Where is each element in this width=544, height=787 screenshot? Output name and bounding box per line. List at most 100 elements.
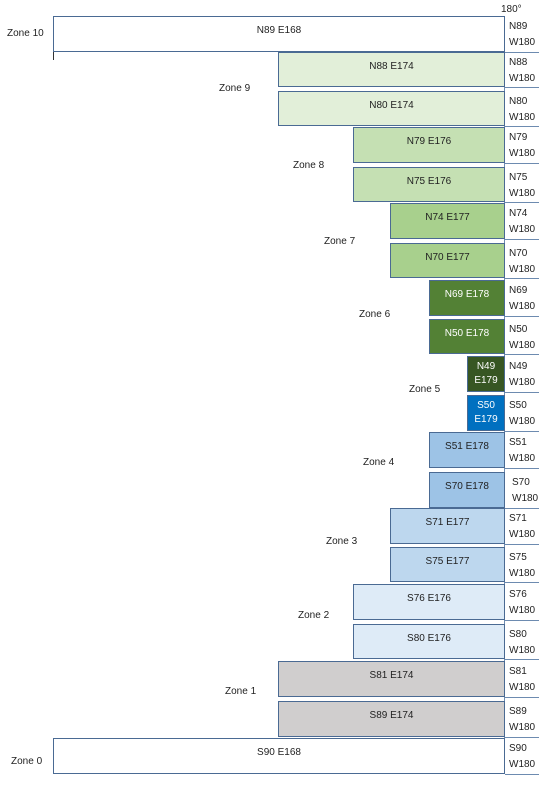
right-coord-lat: N75 bbox=[509, 172, 528, 183]
right-coord-lon: W180 bbox=[509, 529, 536, 540]
zone-box: N89 E168 bbox=[53, 16, 505, 52]
zone-box: S89 E174 bbox=[278, 701, 505, 737]
right-coord-label: S75 W180 bbox=[509, 550, 535, 582]
right-coord-label: N69 W180 bbox=[509, 283, 535, 315]
zone-box: N49 E179 bbox=[467, 356, 505, 392]
right-coord-lat: S50 bbox=[509, 400, 527, 411]
box-label-line1: S50 bbox=[477, 400, 495, 411]
box-label-line1: S75 E177 bbox=[425, 555, 470, 567]
right-coord-lat: N50 bbox=[509, 324, 528, 335]
zone-box: S81 E174 bbox=[278, 661, 505, 697]
zone-label-1: Zone 1 bbox=[225, 686, 257, 697]
right-coord-lon: W180 bbox=[509, 605, 536, 616]
box-label-line1: N89 E168 bbox=[256, 25, 302, 36]
box-label-line2: E179 bbox=[474, 414, 498, 425]
box-label-line1: N74 E177 bbox=[425, 212, 470, 223]
zone-box: S75 E177 bbox=[390, 547, 505, 582]
right-coord-label: N74 W180 bbox=[509, 206, 535, 238]
box-label-line1: N70 E177 bbox=[425, 251, 470, 263]
right-coord-label: N80 W180 bbox=[509, 94, 535, 126]
box-label-line1: S76 E176 bbox=[407, 593, 451, 604]
zone-box: S71 E177 bbox=[390, 508, 505, 544]
right-coord-label: S81 W180 bbox=[509, 664, 535, 696]
degree-label: 180° bbox=[501, 4, 522, 15]
right-coord-lat: S81 bbox=[509, 666, 527, 677]
right-coord-lon: W180 bbox=[509, 224, 536, 235]
right-coord-lon: W180 bbox=[509, 759, 536, 770]
zone-label-7: Zone 7 bbox=[324, 236, 356, 247]
right-coord-lat: S51 bbox=[509, 437, 527, 448]
right-separator bbox=[505, 87, 539, 88]
right-separator bbox=[505, 126, 539, 127]
zone-box: S50 E179 bbox=[467, 395, 505, 431]
right-coord-lat: N74 bbox=[509, 208, 528, 219]
right-coord-lon: W180 bbox=[509, 301, 536, 312]
box-label-line1: S90 E168 bbox=[257, 747, 301, 758]
right-coord-lon: W180 bbox=[509, 568, 536, 579]
right-coord-label: N75 W180 bbox=[509, 170, 535, 202]
zone-box: N79 E176 bbox=[353, 127, 505, 163]
right-separator bbox=[505, 468, 539, 469]
right-coord-lat: N80 bbox=[509, 96, 528, 107]
zone-label-8: Zone 8 bbox=[293, 160, 325, 171]
box-label-line1: N49 bbox=[476, 361, 496, 372]
right-coord-lon: W180 bbox=[509, 682, 536, 693]
right-separator bbox=[505, 278, 539, 279]
right-separator bbox=[505, 163, 539, 164]
zone-box: N80 E174 bbox=[278, 91, 505, 126]
zone-box: N70 E177 bbox=[390, 243, 505, 278]
right-coord-lat: S89 bbox=[509, 706, 527, 717]
right-separator bbox=[505, 544, 539, 545]
right-coord-lon: W180 bbox=[509, 645, 536, 656]
zone-label-9: Zone 9 bbox=[219, 83, 251, 94]
right-coord-label: N79 W180 bbox=[509, 130, 535, 162]
right-coord-lon: W180 bbox=[509, 73, 536, 84]
zone-label-0: Zone 0 bbox=[11, 756, 43, 767]
right-coord-lat: S71 bbox=[509, 513, 527, 524]
right-coord-lat: N79 bbox=[509, 132, 528, 143]
right-coord-label: S51 W180 bbox=[509, 435, 535, 467]
zone-box: N74 E177 bbox=[390, 203, 505, 239]
right-coord-lon: W180 bbox=[512, 493, 539, 504]
right-coord-label: N89 W180 bbox=[509, 19, 535, 51]
right-coord-lat: N89 bbox=[509, 21, 528, 32]
right-coord-lat: S75 bbox=[509, 552, 527, 563]
right-coord-lon: W180 bbox=[509, 722, 536, 733]
zone-label-5: Zone 5 bbox=[409, 384, 441, 395]
right-coord-lon: W180 bbox=[509, 264, 536, 275]
zone-label-10: Zone 10 bbox=[7, 28, 44, 39]
zone-box: N75 E176 bbox=[353, 167, 505, 202]
zone-box: N50 E178 bbox=[429, 319, 505, 354]
right-coord-label: N88 W180 bbox=[509, 55, 535, 87]
box-label-line1: N69 E178 bbox=[444, 289, 490, 300]
zone-box: S76 E176 bbox=[353, 584, 505, 620]
box-label-line1: S71 E177 bbox=[425, 517, 470, 528]
right-coord-label: S89 W180 bbox=[509, 704, 535, 736]
right-separator bbox=[505, 52, 539, 53]
box-label-line1: N88 E174 bbox=[369, 60, 414, 72]
zone-box: S70 E178 bbox=[429, 472, 505, 508]
right-separator bbox=[505, 697, 539, 698]
box-label-line1: N79 E176 bbox=[406, 136, 452, 147]
right-coord-lat: S70 bbox=[512, 477, 530, 488]
box-label-line1: S89 E174 bbox=[369, 710, 414, 721]
right-separator bbox=[505, 392, 539, 393]
right-coord-lon: W180 bbox=[509, 188, 536, 199]
right-coord-label: S80 W180 bbox=[509, 627, 535, 659]
box-label-line1: S81 E174 bbox=[369, 670, 414, 681]
right-separator bbox=[505, 620, 539, 621]
right-coord-label: S71 W180 bbox=[509, 511, 535, 543]
right-coord-label: N49 W180 bbox=[509, 359, 535, 391]
right-separator bbox=[505, 202, 539, 203]
right-coord-lat: N70 bbox=[509, 248, 528, 259]
box-label-line1: N50 E178 bbox=[444, 327, 490, 339]
right-coord-lat: N49 bbox=[509, 361, 528, 372]
box-label-line1: N80 E174 bbox=[369, 99, 414, 111]
right-coord-lon: W180 bbox=[509, 453, 536, 464]
right-coord-lon: W180 bbox=[509, 416, 536, 427]
zone-box: S90 E168 bbox=[53, 738, 505, 774]
right-separator bbox=[505, 659, 539, 660]
right-coord-lat: S76 bbox=[509, 589, 527, 600]
right-coord-lat: N88 bbox=[509, 57, 528, 68]
right-coord-label: S50 W180 bbox=[509, 398, 535, 430]
